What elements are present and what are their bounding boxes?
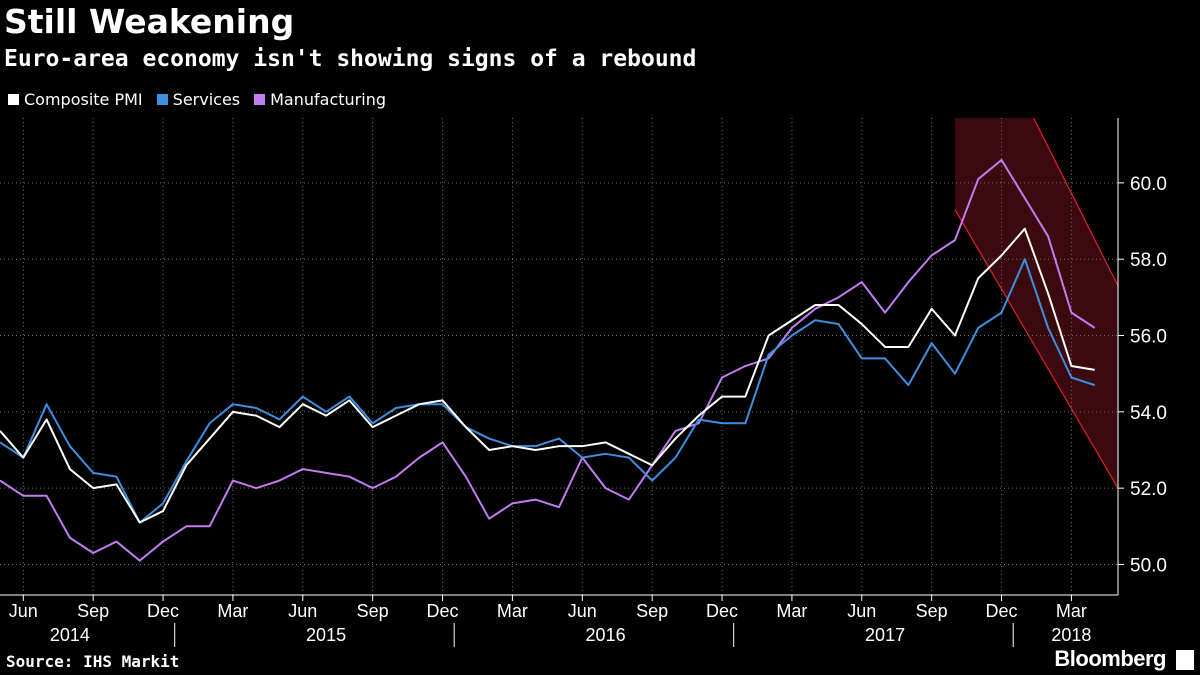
x-tick-label: Mar xyxy=(1056,601,1087,621)
x-tick-label: Jun xyxy=(847,601,876,621)
legend-item-composite: Composite PMI xyxy=(8,90,143,109)
legend-swatch-composite xyxy=(8,94,19,105)
x-tick-label: Dec xyxy=(427,601,459,621)
x-tick-label: Mar xyxy=(776,601,807,621)
x-tick-label: Dec xyxy=(147,601,179,621)
x-tick-label: Mar xyxy=(497,601,528,621)
legend-label-manufacturing: Manufacturing xyxy=(270,90,386,109)
series-line-services xyxy=(0,258,1096,524)
highlight-lower-edge xyxy=(954,209,1118,489)
x-tick-label: Sep xyxy=(636,601,668,621)
y-tick-label: 50.0 xyxy=(1130,555,1167,576)
x-tick-label: Jun xyxy=(9,601,38,621)
brand-logo: Bloomberg xyxy=(1054,646,1166,671)
legend-item-manufacturing: Manufacturing xyxy=(254,90,386,109)
x-year-label: 2014 xyxy=(50,625,90,645)
legend-label-services: Services xyxy=(172,90,241,109)
x-year-label: 2017 xyxy=(865,625,905,645)
chart-legend: Composite PMI Services Manufacturing xyxy=(8,90,386,109)
y-tick-label: 54.0 xyxy=(1130,403,1167,424)
x-tick-label: Dec xyxy=(986,601,1018,621)
chart-title: Still Weakening xyxy=(4,2,295,41)
legend-item-services: Services xyxy=(156,90,241,109)
series-line-composite xyxy=(0,227,1095,524)
x-tick-label: Mar xyxy=(217,601,248,621)
legend-swatch-manufacturing xyxy=(254,94,266,105)
y-tick-label: 60.0 xyxy=(1130,174,1167,195)
y-tick-label: 56.0 xyxy=(1130,327,1167,348)
x-tick-label: Jun xyxy=(288,601,317,621)
legend-swatch-services xyxy=(156,94,168,105)
y-tick-label: 52.0 xyxy=(1130,479,1167,500)
legend-label-composite: Composite PMI xyxy=(24,90,143,109)
y-tick-label: 58.0 xyxy=(1130,250,1167,271)
series-line-manufacturing xyxy=(0,158,1096,562)
chart-subtitle: Euro-area economy isn't showing signs of… xyxy=(4,46,697,72)
x-tick-label: Dec xyxy=(706,601,738,621)
bloomberg-terminal-icon xyxy=(1176,650,1194,670)
x-year-label: 2015 xyxy=(306,625,346,645)
highlight-upper-edge xyxy=(1032,118,1118,287)
highlight-band xyxy=(954,118,1118,489)
x-tick-label: Jun xyxy=(568,601,597,621)
source-note: Source: IHS Markit xyxy=(6,652,180,671)
x-tick-label: Sep xyxy=(77,601,109,621)
x-tick-label: Sep xyxy=(916,601,948,621)
x-tick-label: Sep xyxy=(357,601,389,621)
x-year-label: 2016 xyxy=(586,625,626,645)
x-year-label: 2018 xyxy=(1051,625,1091,645)
